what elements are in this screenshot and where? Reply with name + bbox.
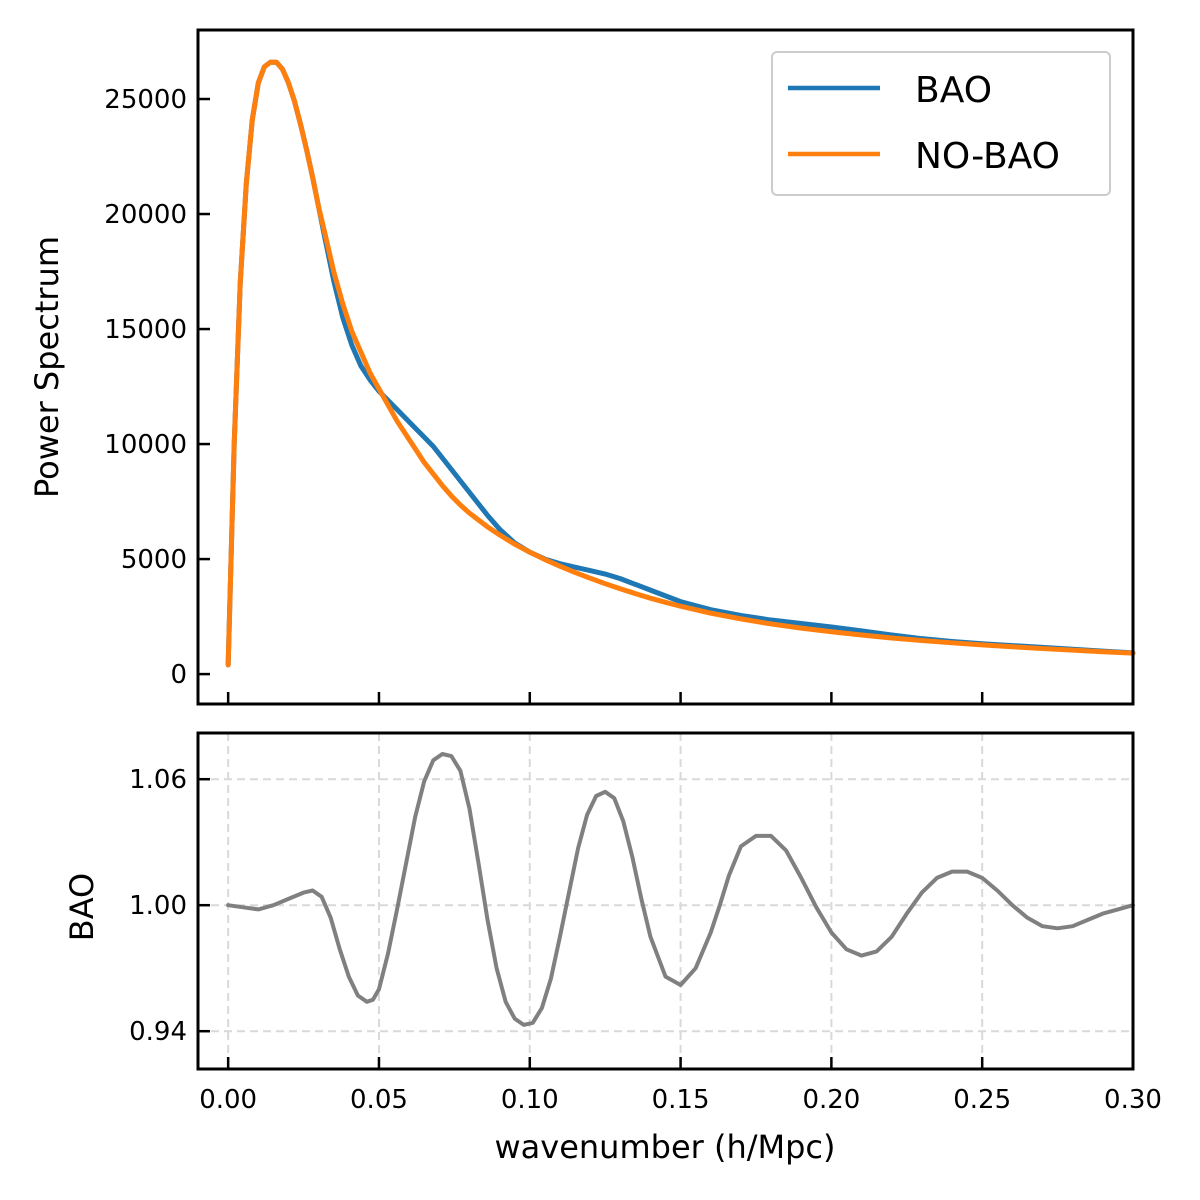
bao-ratio-ticks: 0.94 1.00 1.06 0.00 0.05 0.10 0.15 0.20 0.25 0.30 — [129, 765, 1162, 1115]
power-spectrum-ylabel: Power Spectrum — [28, 236, 66, 498]
power-spectrum-ytick-label: 10000 — [104, 430, 187, 460]
bao-ratio-xtick-label: 0.15 — [652, 1085, 710, 1115]
bao-ratio-ytick-label: 1.00 — [129, 891, 187, 921]
power-spectrum-ytick-label: 25000 — [104, 85, 187, 115]
bao-ratio-ylabel: BAO — [63, 873, 101, 941]
power-spectrum-series-layer — [225, 59, 1136, 668]
legend-label-bao: BAO — [915, 70, 992, 111]
bao-ratio-xtick-label: 0.25 — [953, 1085, 1011, 1115]
bao-ratio-series-layer — [226, 752, 1135, 1027]
power-spectrum-ytick-label: 5000 — [121, 545, 187, 575]
power-spectrum-ytick-label: 20000 — [104, 200, 187, 230]
legend-label-no-bao: NO-BAO — [915, 136, 1060, 177]
bao-ratio-xtick-label: 0.30 — [1104, 1085, 1162, 1115]
x-axis-label: wavenumber (h/Mpc) — [494, 1128, 835, 1166]
bao-ratio-ytick-label: 0.94 — [129, 1017, 187, 1047]
power-spectrum-ytick-label: 15000 — [104, 315, 187, 345]
power-spectrum-panel: 0 5000 10000 15000 20000 25000 Power Spectrum… — [28, 28, 1136, 706]
bao-ratio-ytick-label: 1.06 — [129, 765, 187, 795]
power-spectrum-ytick-label: 0 — [170, 660, 187, 690]
power-spectrum-axes-frame — [196, 28, 1135, 706]
bao-ratio-grid — [198, 733, 1133, 1069]
bao-ratio-axes-frame — [196, 731, 1135, 1071]
power-spectrum-ticks: 0 5000 10000 15000 20000 25000 — [104, 85, 1135, 704]
power-spectrum-line-no-bao — [225, 59, 1136, 668]
bao-ratio-xtick-label: 0.05 — [350, 1085, 408, 1115]
bao-ratio-xtick-label: 0.20 — [802, 1085, 860, 1115]
bao-ratio-xtick-label: 0.10 — [501, 1085, 559, 1115]
bao-ratio-xtick-label: 0.00 — [199, 1085, 257, 1115]
bao-ratio-panel: 0.94 1.00 1.06 0.00 0.05 0.10 0.15 0.20 0.25 0.30… — [63, 731, 1162, 1166]
bao-ratio-line-ratio — [226, 752, 1135, 1027]
legend: BAO NO-BAO — [771, 51, 1111, 196]
